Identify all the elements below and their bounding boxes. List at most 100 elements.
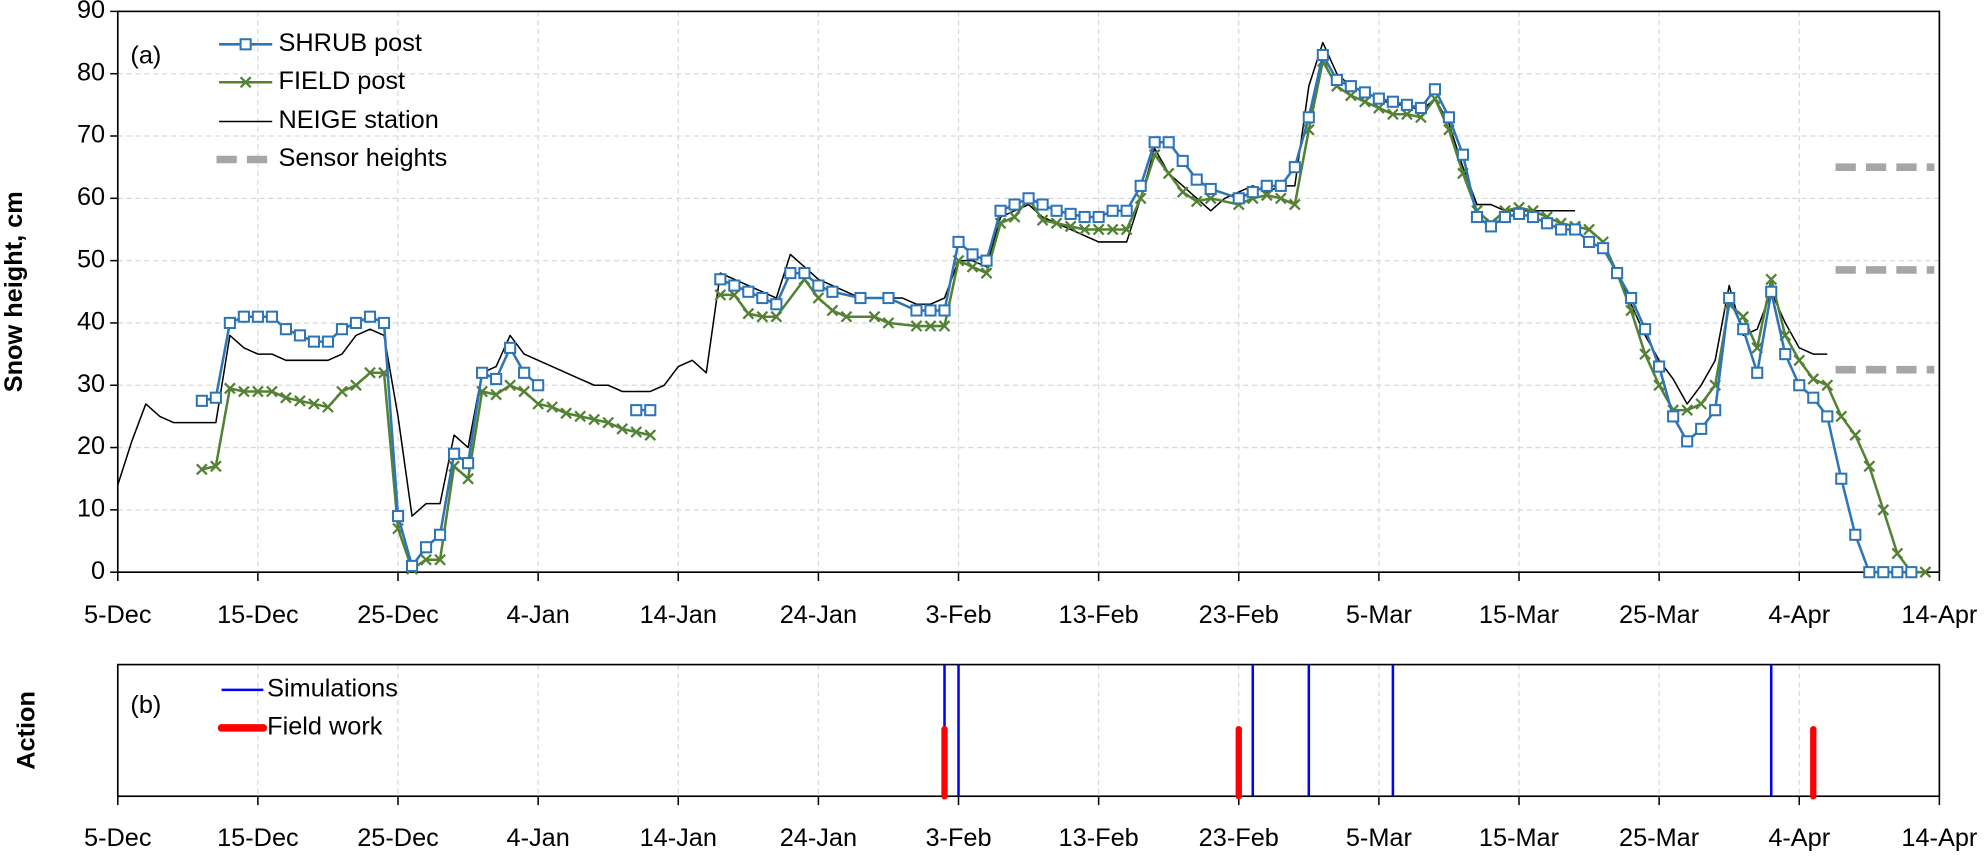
marker: [1821, 379, 1834, 392]
marker: [1526, 210, 1540, 224]
marker: [1484, 220, 1498, 233]
marker: [784, 267, 797, 280]
marker: [336, 385, 348, 398]
x-tick-label: 5-Dec: [84, 601, 151, 629]
x-tick-label: 5-Dec: [84, 824, 151, 852]
marker: [1583, 223, 1595, 236]
x-tick-label: 15-Mar: [1479, 601, 1559, 629]
marker: [419, 541, 433, 554]
marker: [237, 310, 250, 323]
marker: [952, 235, 965, 249]
marker: [812, 279, 825, 292]
marker: [266, 385, 278, 398]
marker: [1681, 435, 1694, 448]
marker: [742, 285, 755, 298]
marker: [588, 413, 601, 426]
marker: [980, 267, 993, 279]
x-tick-label: 13-Feb: [1059, 601, 1139, 629]
x-tick-label: 14-Apr: [1901, 824, 1977, 852]
x-tick-label: 3-Feb: [925, 601, 991, 629]
marker: [854, 291, 867, 305]
marker: [420, 553, 432, 566]
x-tick-label: 24-Jan: [780, 601, 857, 629]
marker: [574, 410, 587, 423]
y-tick-label: 30: [77, 370, 105, 398]
marker: [1092, 223, 1105, 236]
marker: [1456, 148, 1470, 161]
marker: [1400, 98, 1413, 111]
marker: [293, 329, 307, 342]
marker: [239, 76, 252, 89]
marker: [1162, 136, 1175, 149]
marker: [1765, 273, 1778, 286]
plot-frame: [116, 10, 1941, 574]
marker: [252, 385, 264, 398]
marker: [1260, 179, 1273, 192]
marker: [1078, 223, 1091, 236]
x-tick-label: 4-Jan: [507, 601, 570, 629]
marker: [1274, 192, 1287, 205]
marker: [405, 559, 419, 573]
marker: [1611, 267, 1624, 280]
marker: [1919, 566, 1932, 579]
marker: [1849, 429, 1862, 441]
marker: [1639, 348, 1651, 360]
marker: [1877, 503, 1890, 516]
marker: [1414, 101, 1427, 115]
marker: [504, 341, 517, 354]
marker: [1540, 217, 1554, 230]
x-tick-label: 23-Feb: [1199, 601, 1279, 629]
marker: [1568, 223, 1582, 236]
marker: [195, 394, 208, 407]
marker: [1821, 410, 1834, 423]
x-tick-label: 4-Apr: [1768, 824, 1830, 852]
marker: [1835, 410, 1848, 423]
x-tick-label: 25-Dec: [357, 824, 439, 852]
marker: [1120, 223, 1133, 236]
marker: [798, 267, 811, 280]
marker: [1625, 291, 1638, 305]
x-tick-label: 5-Mar: [1346, 824, 1412, 852]
marker: [1064, 220, 1077, 233]
marker: [1288, 198, 1301, 211]
x-tick-label: 4-Jan: [507, 824, 570, 852]
marker: [308, 398, 320, 410]
marker: [994, 204, 1007, 217]
x-tick-label: 24-Jan: [780, 824, 857, 852]
marker: [532, 379, 545, 392]
marker: [1793, 379, 1806, 392]
marker: [728, 279, 741, 292]
x-tick-label: 13-Feb: [1059, 824, 1139, 852]
y-tick-label: 70: [77, 121, 105, 149]
marker: [1372, 92, 1385, 105]
marker: [1078, 210, 1091, 224]
marker: [714, 289, 727, 301]
y-tick-label: 80: [77, 58, 105, 86]
marker: [1036, 198, 1049, 211]
marker: [1330, 73, 1343, 87]
marker: [1302, 111, 1315, 124]
marker: [1554, 223, 1568, 236]
marker: [280, 391, 292, 404]
marker: [1274, 179, 1287, 192]
marker: [251, 310, 264, 323]
marker: [1428, 83, 1442, 96]
marker: [1751, 366, 1764, 379]
marker: [490, 372, 503, 386]
marker: [1106, 223, 1119, 236]
marker: [966, 248, 979, 261]
y-tick-label: 90: [77, 0, 105, 24]
marker: [1765, 285, 1778, 298]
marker: [1470, 210, 1484, 224]
marker: [1050, 217, 1063, 230]
marker: [434, 553, 446, 566]
marker: [644, 404, 657, 417]
marker: [209, 460, 222, 473]
marker: [518, 366, 531, 379]
marker: [1807, 391, 1820, 404]
marker: [224, 382, 236, 395]
marker: [1891, 566, 1904, 579]
marker: [924, 320, 937, 332]
y-tick-label: 40: [77, 308, 105, 336]
marker: [1653, 360, 1666, 373]
